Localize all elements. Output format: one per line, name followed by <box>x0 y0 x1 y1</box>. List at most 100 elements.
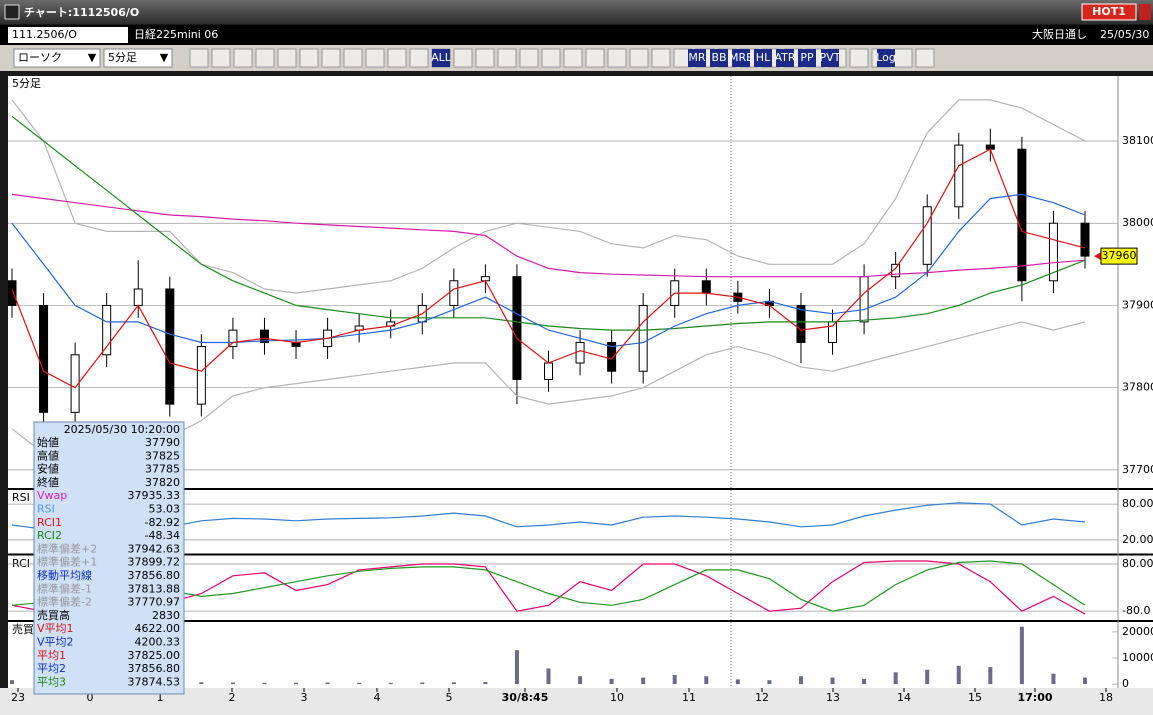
toolbar-button[interactable] <box>519 48 539 68</box>
info-label: 高値 <box>37 448 59 462</box>
y-tick-label: 38000 <box>1122 216 1153 229</box>
code: 111.2506/O <box>12 28 77 41</box>
toolbar-button-text: MRE <box>729 51 753 64</box>
info-label: 終値 <box>37 475 59 489</box>
toolbar-button[interactable] <box>299 48 319 68</box>
info-value: 37856.80 <box>128 569 181 582</box>
style-dropdown[interactable] <box>13 48 101 68</box>
toolbar-button[interactable] <box>732 49 750 67</box>
indicator-line <box>11 99 1086 294</box>
toolbar-button[interactable] <box>821 49 839 67</box>
info-value: 4200.33 <box>135 636 181 649</box>
volume-bar <box>451 682 456 685</box>
volume-bar <box>483 682 488 685</box>
volume-bar <box>262 682 267 685</box>
toolbar-button[interactable] <box>754 49 772 67</box>
candle-body <box>607 341 617 372</box>
candle-body <box>1048 222 1058 282</box>
candle-body <box>575 341 585 364</box>
x-tick-label: 11 <box>682 691 696 704</box>
volume-bar <box>798 676 803 685</box>
info-value: 4622.00 <box>135 622 181 635</box>
candle-body <box>544 362 553 380</box>
toolbar-button[interactable] <box>432 49 450 67</box>
volume-bar <box>1083 677 1087 685</box>
candle-body <box>954 144 964 208</box>
volume-bar <box>830 677 835 685</box>
candle-body <box>259 329 269 343</box>
interval-dropdown[interactable] <box>103 48 173 68</box>
toolbar-button[interactable] <box>453 48 473 68</box>
toolbar-button-text: HL <box>756 51 771 64</box>
toolbar-button[interactable] <box>387 48 407 68</box>
info-label: 平均3 <box>37 675 66 688</box>
indicator-line <box>11 193 1086 348</box>
info-label: 標準偏差+1 <box>37 555 97 569</box>
info-label: 標準偏差-2 <box>37 595 92 609</box>
toolbar-button-text: PVT <box>820 51 841 64</box>
toolbar-button[interactable] <box>651 48 671 68</box>
toolbar-button[interactable] <box>710 49 728 67</box>
y-tick-label: -80.0 <box>1122 604 1150 617</box>
toolbar-button[interactable] <box>688 49 706 67</box>
toolbar-button[interactable] <box>189 48 209 68</box>
toolbar-button[interactable] <box>776 49 794 67</box>
x-tick-label: 23 <box>11 691 25 704</box>
y-tick-label: 80.00 <box>1122 497 1153 510</box>
x-tick-label: 14 <box>897 691 911 704</box>
toolbar-button[interactable] <box>607 48 627 68</box>
code-box[interactable] <box>8 27 128 43</box>
toolbar-button[interactable] <box>475 48 495 68</box>
info-label: 始値 <box>37 435 59 449</box>
volume-bar <box>420 682 425 685</box>
y-tick-label: 37700 <box>1122 463 1153 476</box>
toolbar-button[interactable] <box>798 49 816 67</box>
hot-badge-text: HOT1 <box>1092 5 1126 18</box>
toolbar-button[interactable] <box>343 48 363 68</box>
instrument-name: 日経225mini 06 <box>134 28 218 41</box>
toolbar-button[interactable] <box>277 48 297 68</box>
time-axis <box>0 688 1153 715</box>
toolbar-button[interactable] <box>585 48 605 68</box>
toolbar-button[interactable] <box>255 48 275 68</box>
toolbar-button[interactable] <box>893 48 913 68</box>
panel-label: RCI <box>12 557 30 570</box>
toolbar-button-text: ALL <box>431 51 452 64</box>
y-tick-label: 37800 <box>1122 381 1153 394</box>
toolbar-button[interactable] <box>409 48 429 68</box>
toolbar-button[interactable] <box>233 48 253 68</box>
toolbar-button-text: Log <box>876 51 896 64</box>
toolbar-button[interactable] <box>877 49 895 67</box>
y-tick-label: 10000 <box>1122 651 1153 664</box>
candle-body <box>859 276 869 323</box>
toolbar-button[interactable] <box>497 48 517 68</box>
toolbar-button[interactable] <box>915 48 935 68</box>
hot-badge[interactable] <box>1081 3 1137 21</box>
toolbar-button[interactable] <box>563 48 583 68</box>
candle-body <box>133 288 143 306</box>
info-label: RSI <box>37 503 55 516</box>
toolbar-button[interactable] <box>849 48 869 68</box>
info-label: V平均2 <box>37 636 74 649</box>
toolbar-button[interactable] <box>211 48 231 68</box>
info-label: 移動平均線 <box>37 568 92 582</box>
toolbar-button[interactable] <box>541 48 561 68</box>
volume-bar <box>10 680 14 685</box>
y-tick-label: 20.00 <box>1122 533 1153 546</box>
toolbar-button[interactable] <box>321 48 341 68</box>
toolbar-button[interactable] <box>365 48 385 68</box>
volume-bar <box>641 677 646 685</box>
indicator-line <box>11 502 1086 530</box>
x-tick-label: 15 <box>968 691 982 704</box>
candle-body <box>70 354 80 413</box>
candle-body <box>102 304 112 356</box>
toolbar-button[interactable] <box>629 48 649 68</box>
close-button[interactable] <box>1139 4 1151 20</box>
indicator-line <box>11 560 1086 612</box>
toolbar-button-text: PP <box>800 51 814 64</box>
volume-bar <box>578 676 583 685</box>
volume-bar <box>294 682 299 685</box>
x-tick-label: 12 <box>755 691 769 704</box>
info-time: 2025/05/30 10:20:00 <box>64 423 180 436</box>
